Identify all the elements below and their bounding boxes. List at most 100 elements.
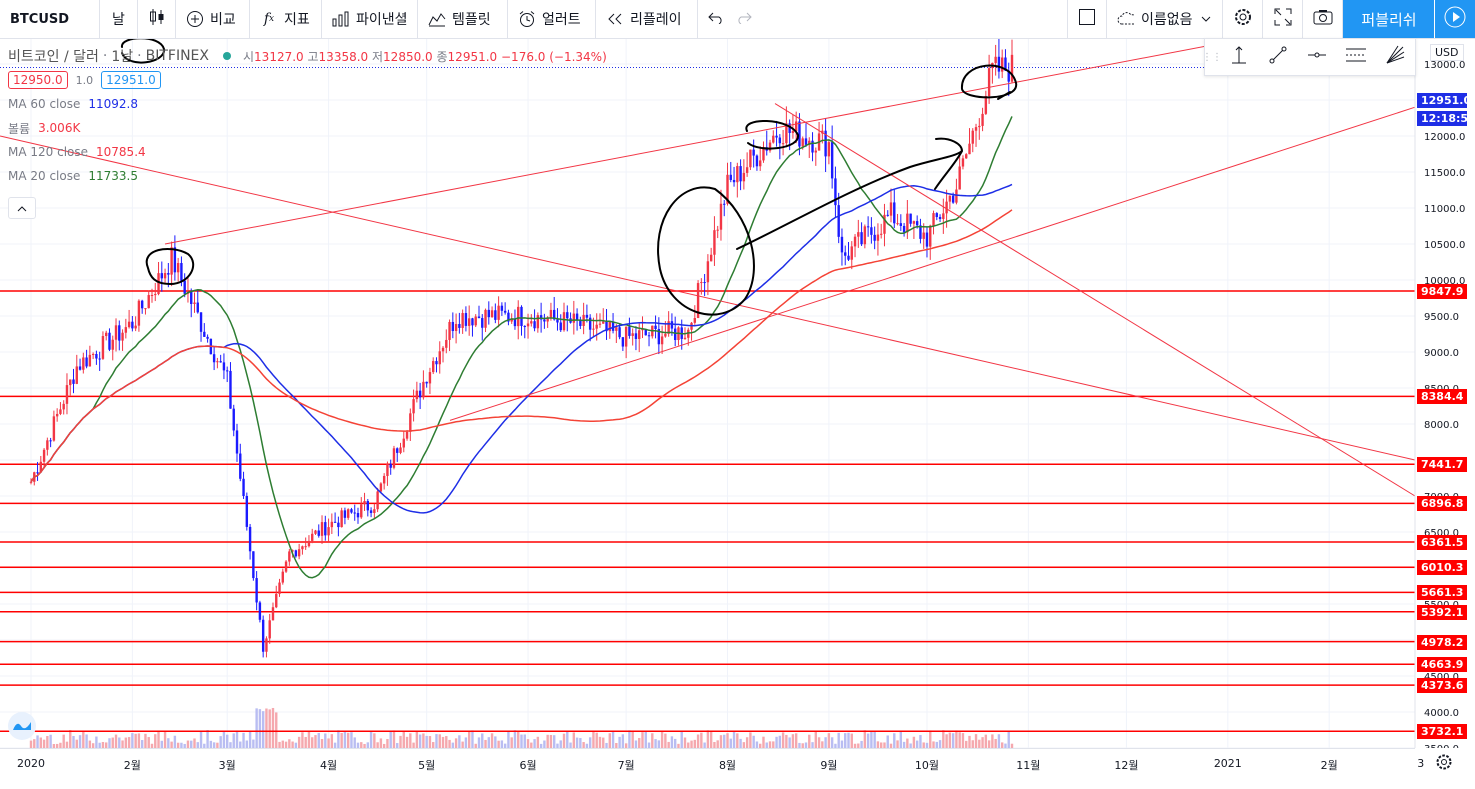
volume-bar xyxy=(745,737,749,748)
undo-icon[interactable] xyxy=(708,10,724,28)
candle-body xyxy=(919,225,922,239)
candle-body xyxy=(729,174,732,180)
chart-settings-button[interactable] xyxy=(1432,752,1456,776)
legend-collapse-button[interactable] xyxy=(8,197,36,219)
candle-body xyxy=(140,300,144,309)
volume-bar xyxy=(919,735,922,748)
volume-bar xyxy=(183,743,186,748)
candle-body xyxy=(464,313,468,326)
tradingview-logo[interactable] xyxy=(8,712,36,740)
volume-bar xyxy=(781,732,785,748)
volume-bar xyxy=(330,734,334,748)
alarm-clock-icon xyxy=(518,10,536,28)
settings-button[interactable] xyxy=(1223,0,1263,38)
financials-button[interactable]: 파이낸셜 xyxy=(322,0,418,38)
volume-label: 볼륨 xyxy=(8,121,31,136)
expand-icon xyxy=(1274,8,1292,30)
volume-legend[interactable]: 볼륨 3.006K xyxy=(8,116,607,140)
compare-button[interactable]: 비교 xyxy=(176,0,250,38)
drawing-tool-trendline[interactable] xyxy=(1258,39,1297,75)
volume-bar xyxy=(304,736,307,748)
candle-body xyxy=(304,546,307,548)
redo-icon[interactable] xyxy=(736,10,752,28)
volume-bar xyxy=(101,741,105,748)
fullscreen-button[interactable] xyxy=(1263,0,1303,38)
volume-bar xyxy=(556,743,559,748)
chart-canvas[interactable]: 13000.012500.012000.011500.011000.010500… xyxy=(0,39,1475,748)
drag-handle-icon[interactable]: ⋮⋮ xyxy=(1202,51,1222,63)
candle-body xyxy=(484,309,487,328)
drawing-tool-parallel-channel[interactable] xyxy=(1336,39,1375,75)
ma60-legend[interactable]: MA 60 close 11092.8 xyxy=(8,92,607,116)
volume-bar xyxy=(817,737,821,748)
candle-body xyxy=(366,501,370,511)
time-tick-label: 2월 xyxy=(1320,759,1338,772)
volume-bar xyxy=(517,731,520,748)
layout-name-button[interactable]: 이름없음 xyxy=(1107,0,1223,38)
volume-bar xyxy=(88,740,92,748)
candle-body xyxy=(706,261,710,283)
volume-bar xyxy=(624,743,628,748)
volume-bar xyxy=(157,730,160,748)
candle-body xyxy=(987,68,991,97)
candle-body xyxy=(533,321,536,329)
volume-bar xyxy=(588,737,592,748)
candle-body xyxy=(781,143,785,145)
buy-button[interactable]: 12951.0 xyxy=(101,71,161,89)
volume-bar xyxy=(961,733,965,748)
sell-button[interactable]: 12950.0 xyxy=(8,71,68,89)
volume-bar xyxy=(938,740,942,748)
volume-bar xyxy=(454,738,458,748)
gear-icon xyxy=(1233,7,1253,31)
candle-body xyxy=(360,504,363,518)
drawing-tool-fib-fan[interactable] xyxy=(1375,39,1414,75)
volume-bar xyxy=(582,742,585,748)
fullscreen-chart-toggle[interactable] xyxy=(1067,0,1107,38)
drawing-tool-price-range[interactable] xyxy=(1219,39,1258,75)
time-axis[interactable]: 2020 2월 3월 4월 5월 6월 7월 8월 9월 10월 11월 12월 2021 2월 3 xyxy=(0,748,1424,789)
volume-bar xyxy=(713,741,716,748)
volume-bar xyxy=(677,743,680,748)
indicators-button[interactable]: f x 지표 xyxy=(250,0,322,38)
interval-button[interactable]: 날 xyxy=(100,0,138,38)
candle-body xyxy=(428,372,432,384)
high-value: 13358.0 xyxy=(318,49,369,64)
candle-body xyxy=(961,158,965,167)
horizontal-line-icon xyxy=(1306,44,1328,70)
low-value: 12850.0 xyxy=(383,49,433,64)
ma120-legend[interactable]: MA 120 close 10785.4 xyxy=(8,140,607,164)
volume-bar xyxy=(412,742,415,748)
chart-type-button[interactable] xyxy=(138,0,176,38)
templates-button[interactable]: 템플릿 xyxy=(418,0,508,38)
candle-body xyxy=(510,319,513,322)
volume-bar xyxy=(219,736,222,748)
candle-body xyxy=(409,413,412,432)
volume-bar xyxy=(320,739,324,748)
volume-bar xyxy=(438,734,441,748)
candle-body xyxy=(75,366,78,384)
alert-button[interactable]: 얼러트 xyxy=(508,0,596,38)
play-button[interactable] xyxy=(1434,0,1475,38)
drawing-tool-horizontal-line[interactable] xyxy=(1297,39,1336,75)
camera-icon xyxy=(1313,9,1333,29)
volume-bar xyxy=(520,734,523,748)
replay-button[interactable]: 리플레이 xyxy=(596,0,698,38)
time-tick-label: 3월 xyxy=(218,759,236,772)
volume-bar xyxy=(490,733,494,748)
candle-body xyxy=(804,138,808,145)
candle-body xyxy=(503,310,507,313)
publish-button[interactable]: 퍼블리쉬 xyxy=(1343,0,1435,38)
candle-body xyxy=(886,214,889,216)
candle-body xyxy=(1010,54,1014,82)
ma20-legend[interactable]: MA 20 close 11733.5 xyxy=(8,164,607,188)
candle-body xyxy=(183,280,186,294)
volume-bar xyxy=(631,731,634,748)
currency-label[interactable]: USD xyxy=(1430,44,1464,61)
volume-bar xyxy=(893,733,896,748)
alert-label: 얼러트 xyxy=(542,12,581,28)
candle-body xyxy=(968,143,971,155)
snapshot-button[interactable] xyxy=(1303,0,1343,38)
open-value: 13127.0 xyxy=(254,49,304,64)
volume-bar xyxy=(981,737,984,748)
symbol-search[interactable]: BTCUSD xyxy=(0,0,100,38)
